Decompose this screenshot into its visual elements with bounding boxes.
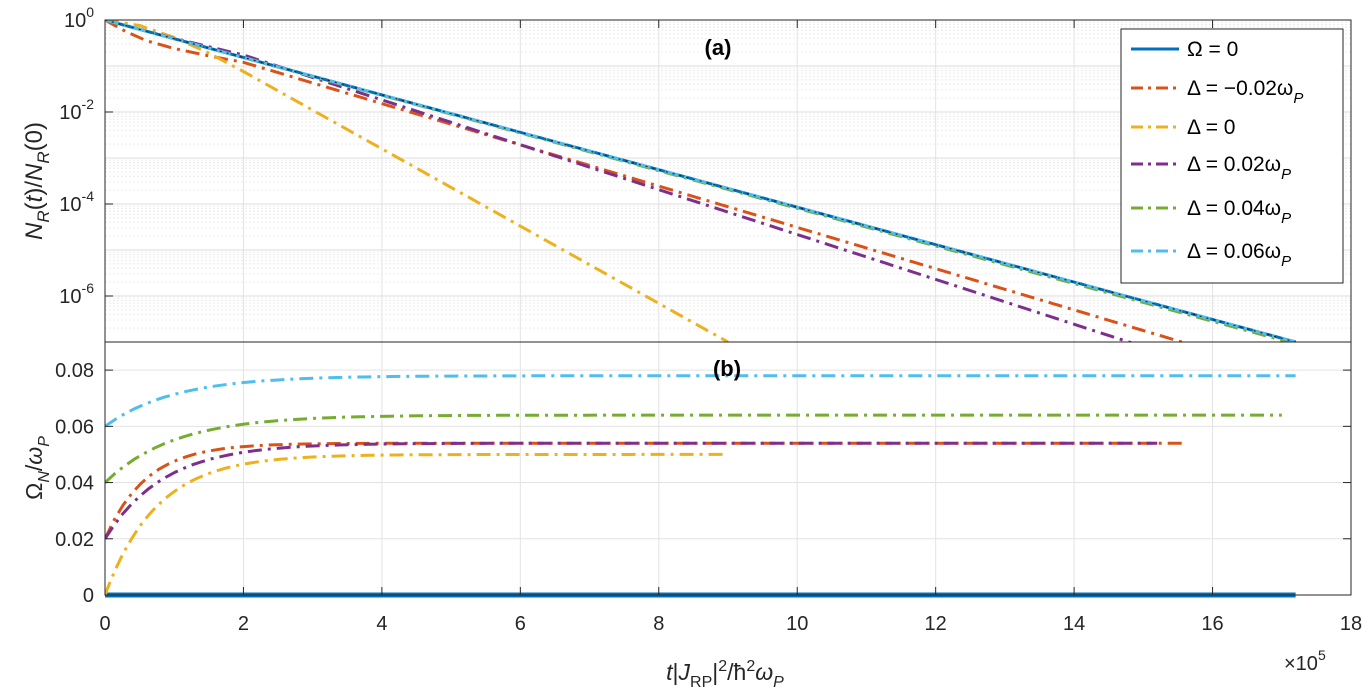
panel-b-series-4: [105, 413, 1282, 484]
panel-a-reference-dots: [105, 20, 1296, 342]
legend-label-3: Δ = 0.02ωP: [1187, 153, 1291, 183]
x-multiplier: ×105: [1284, 647, 1326, 675]
panel-b-xtick-label: 10: [786, 613, 808, 635]
legend: Ω = 0 Δ = −0.02ωP Δ = 0 Δ = 0.02ωP Δ = 0.04ω…: [1120, 28, 1344, 284]
panel-b-series-3: [105, 441, 1158, 540]
legend-label-2: Δ = 0: [1187, 116, 1235, 139]
panel-a-ytick-label: 10-2: [59, 96, 94, 124]
panel-b: 0 0.02 0.04 0.06 0.08 0 2 4 6 8 10 12 14 16 18 (b) ΩN…: [21, 20, 1362, 691]
panel-b-title: (b): [713, 356, 741, 381]
svg-text:ΩN/ωP: ΩN/ωP: [21, 436, 53, 500]
svg-text:NR(t)/NR(0): NR(t)/NR(0): [21, 122, 53, 240]
panel-b-ytick-label: 0.08: [55, 360, 94, 382]
panel-a-ytick-label: 10-4: [59, 188, 94, 216]
panel-b-xtick-label: 4: [376, 613, 387, 635]
panel-a-y-label: NR(t)/NR(0): [21, 122, 53, 240]
panel-b-xtick-label: 8: [653, 613, 664, 635]
panel-b-x-ticks: 0 2 4 6 8 10 12 14 16 18: [99, 20, 1362, 635]
panel-a: 100 10-2 10-4 10-6 (a) NR(t)/NR(0) Ω = 0 Δ =…: [21, 4, 1352, 343]
panel-b-xtick-label: 12: [925, 613, 947, 635]
legend-box: [1120, 28, 1344, 284]
panel-b-background: [105, 342, 1351, 595]
panel-b-series-5: [105, 374, 1296, 428]
panel-a-series: [105, 20, 1296, 342]
panel-b-frame: [104, 341, 1352, 596]
panel-b-ytick-label: 0: [83, 585, 94, 607]
panel-b-y-ticks: 0 0.02 0.04 0.06 0.08: [55, 360, 1351, 607]
panel-b-xtick-label: 16: [1201, 613, 1223, 635]
panel-a-series-1: [105, 20, 1187, 342]
legend-label-0: Ω = 0: [1187, 38, 1238, 61]
panel-b-ytick-label: 0.04: [55, 473, 94, 495]
panel-b-x-label: t|JRP|2/ħ2ωP: [666, 658, 784, 691]
panel-b-ytick-label: 0.02: [55, 529, 94, 551]
panel-b-series-2: [105, 452, 728, 596]
panel-b-xtick-label: 0: [99, 613, 110, 635]
panel-b-xtick-label: 14: [1063, 613, 1085, 635]
svg-text:t|JRP|2/ħ2ωP: t|JRP|2/ħ2ωP: [666, 658, 784, 691]
panel-b-grid: [105, 342, 1351, 595]
panel-b-y-label: ΩN/ωP: [21, 436, 53, 500]
panel-a-series-2: [105, 20, 729, 342]
panel-b-ytick-label: 0.06: [55, 416, 94, 438]
panel-a-ytick-label: 100: [64, 4, 94, 32]
panel-b-xtick-label: 6: [515, 613, 526, 635]
panel-a-title: (a): [705, 35, 732, 60]
panel-b-xtick-label: 2: [238, 613, 249, 635]
panel-a-y-ticks: 100 10-2 10-4 10-6: [59, 4, 113, 308]
panel-a-ytick-label: 10-6: [59, 280, 94, 308]
svg-text:×105: ×105: [1284, 647, 1326, 675]
legend-label-4: Δ = 0.04ωP: [1187, 197, 1291, 227]
panel-b-xtick-label: 18: [1340, 613, 1362, 635]
legend-label-5: Δ = 0.06ωP: [1187, 240, 1291, 270]
legend-label-1: Δ = −0.02ωP: [1187, 77, 1303, 107]
